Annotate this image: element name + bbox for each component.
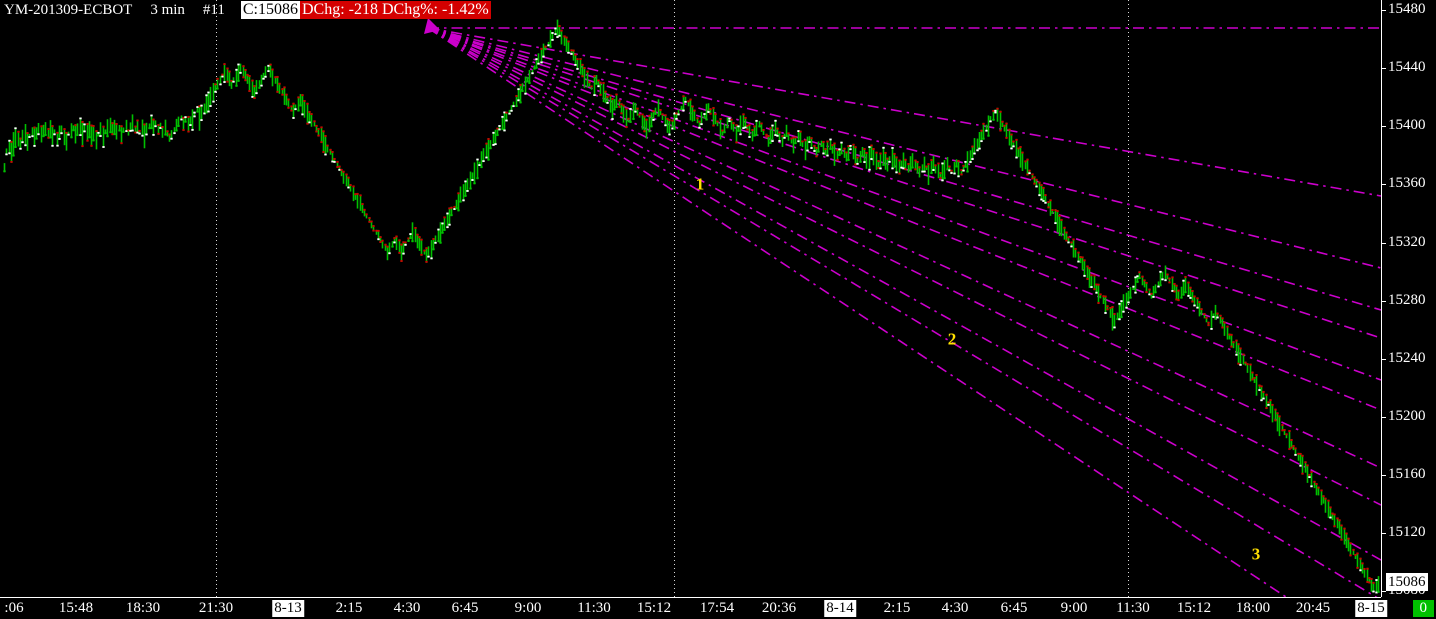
price-tick	[1381, 126, 1386, 127]
symbol-label: YM-201309-ECBOT	[0, 0, 134, 20]
time-axis[interactable]: 0 :06 15:48 18:30 21:30 8-13 2:15 4:30 6:45 9:00…	[0, 597, 1436, 619]
price-tick	[1381, 243, 1386, 244]
price-axis-line	[1381, 0, 1382, 597]
daily-change-label: DChg: -218	[300, 1, 380, 19]
price-tick	[1381, 359, 1386, 360]
gann-fan-line[interactable]	[428, 28, 1381, 560]
time-axis-label: 4:30	[394, 600, 421, 617]
time-axis-day-label: 8-15	[1355, 600, 1387, 617]
price-tick-label: 15440	[1388, 60, 1426, 75]
gann-fan-line[interactable]	[428, 28, 1381, 268]
gann-fan-line[interactable]	[428, 28, 1381, 380]
gann-fan-line[interactable]	[428, 28, 1381, 338]
time-axis-label: :06	[4, 600, 23, 617]
time-axis-label: 15:48	[59, 600, 93, 617]
chart-application: YM-201309-ECBOT 3 min #11 C:15086 DChg: …	[0, 0, 1436, 619]
price-tick	[1381, 417, 1386, 418]
time-axis-label: 9:00	[1061, 600, 1088, 617]
time-axis-label: 15:12	[637, 600, 671, 617]
price-tick-label: 15280	[1388, 293, 1426, 308]
close-price-label: C:15086	[241, 1, 300, 19]
last-price-badge: 15086	[1386, 573, 1428, 591]
price-tick	[1381, 533, 1386, 534]
price-tick-label: 15360	[1388, 176, 1426, 191]
time-axis-label: 2:15	[336, 600, 363, 617]
time-axis-label: 18:30	[126, 600, 160, 617]
time-axis-day-label: 8-14	[824, 600, 856, 617]
price-tick	[1381, 301, 1386, 302]
time-axis-label: 15:12	[1177, 600, 1211, 617]
gann-fan-line[interactable]	[428, 28, 1381, 505]
time-axis-label: 20:36	[762, 600, 796, 617]
time-axis-label: 9:00	[515, 600, 542, 617]
time-axis-label: 2:15	[884, 600, 911, 617]
time-axis-label: 18:00	[1236, 600, 1270, 617]
price-tick-label: 15120	[1388, 525, 1426, 540]
time-axis-label: 4:30	[942, 600, 969, 617]
chart-header: YM-201309-ECBOT 3 min #11 C:15086 DChg: …	[0, 0, 1436, 20]
gann-fan-line[interactable]	[428, 28, 1381, 468]
price-tick-label: 15240	[1388, 351, 1426, 366]
time-axis-label: 21:30	[199, 600, 233, 617]
price-tick	[1381, 475, 1386, 476]
price-bars	[3, 20, 1379, 594]
wave-label-3[interactable]: 3	[1252, 546, 1261, 563]
price-tick	[1381, 68, 1386, 69]
time-axis-label: 11:30	[1116, 600, 1150, 617]
price-axis[interactable]: 15086 1548015440154001536015320152801524…	[1381, 0, 1436, 597]
time-axis-label: 6:45	[1001, 600, 1028, 617]
price-tick-label: 15400	[1388, 118, 1426, 133]
chart-canvas	[0, 0, 1381, 597]
time-axis-label: 20:45	[1296, 600, 1330, 617]
wave-label-1[interactable]: 1	[696, 176, 705, 193]
time-axis-label: 11:30	[577, 600, 611, 617]
wave-label-2[interactable]: 2	[948, 331, 957, 348]
time-axis-label: 6:45	[452, 600, 479, 617]
price-tick-label: 15160	[1388, 467, 1426, 482]
daily-change-percent-label: DChg%: -1.42%	[380, 1, 491, 19]
time-axis-day-label: 8-13	[272, 600, 304, 617]
zero-indicator-badge: 0	[1413, 600, 1435, 617]
chart-plot-area[interactable]	[0, 0, 1381, 597]
interval-label: 3 min	[148, 0, 187, 20]
gann-fan-line[interactable]	[428, 28, 1381, 597]
time-axis-label: 17:54	[700, 600, 734, 617]
bar-id-label: #11	[201, 0, 227, 20]
time-axis-line	[0, 597, 1381, 598]
price-tick	[1381, 184, 1386, 185]
price-tick-label: 15320	[1388, 235, 1426, 250]
price-tick	[1381, 591, 1386, 592]
price-tick-label: 15200	[1388, 409, 1426, 424]
